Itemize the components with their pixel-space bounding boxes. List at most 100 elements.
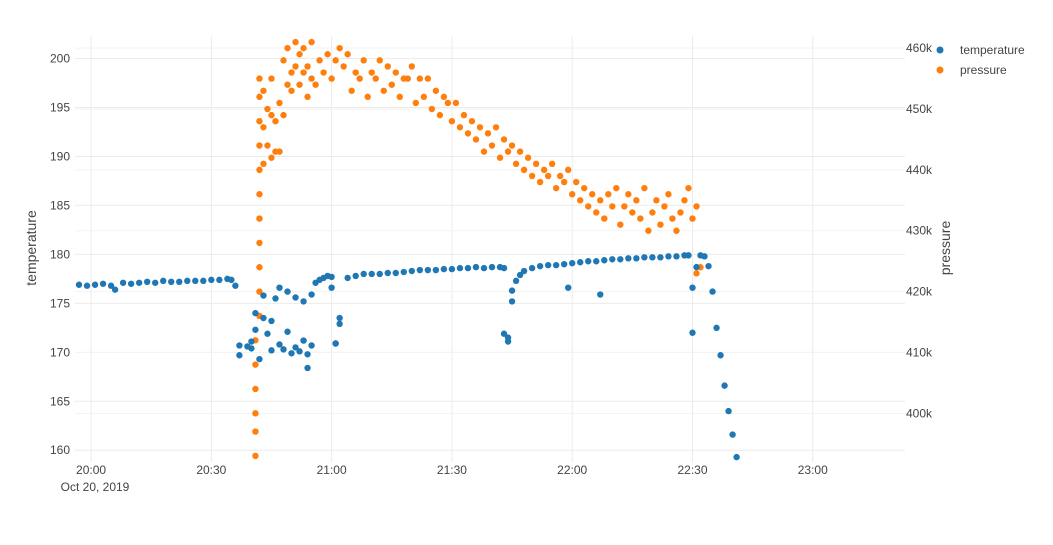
pressure-point xyxy=(500,136,508,143)
pressure-point xyxy=(548,160,556,167)
temperature-point xyxy=(135,279,143,286)
y-right-tick-label: 420k xyxy=(906,285,933,299)
temperature-point xyxy=(617,256,624,263)
legend-item-pressure[interactable]: pressure xyxy=(936,63,1008,77)
pressure-point xyxy=(268,75,275,82)
pressure-point xyxy=(252,385,259,393)
pressure-point xyxy=(420,93,428,101)
temperature-point xyxy=(472,263,480,271)
temperature-point xyxy=(597,291,604,298)
pressure-point xyxy=(589,191,596,198)
temperature-point xyxy=(625,255,632,262)
pressure-point xyxy=(368,69,375,76)
pressure-point xyxy=(508,142,516,149)
pressure-point xyxy=(476,124,484,131)
pressure-point xyxy=(268,111,275,119)
temperature-point xyxy=(344,274,351,282)
temperature-point xyxy=(184,277,191,285)
temperature-point xyxy=(408,267,416,275)
y-right-axis-title: pressure xyxy=(937,221,953,276)
pressure-point xyxy=(637,215,644,222)
grid-layer xyxy=(75,36,905,462)
pressure-point xyxy=(256,118,263,125)
temperature-point xyxy=(709,288,716,295)
temperature-point xyxy=(252,326,259,333)
pressure-point xyxy=(300,69,307,76)
pressure-point xyxy=(404,75,412,82)
temperature-point xyxy=(685,252,692,259)
temperature-point xyxy=(260,292,267,299)
temperature-point xyxy=(689,284,696,291)
pressure-point xyxy=(633,197,640,204)
pressure-point xyxy=(552,184,560,192)
pressure-point xyxy=(641,184,648,192)
pressure-point xyxy=(536,178,544,186)
temperature-point xyxy=(601,257,608,264)
temperature-point xyxy=(577,259,584,266)
y-right-axis-ticks: 400k 410k 420k 430k 440k 450k 460k xyxy=(906,41,933,420)
pressure-point xyxy=(428,105,436,113)
pressure-point xyxy=(408,63,416,70)
pressure-point xyxy=(452,99,460,107)
temperature-point xyxy=(713,324,720,332)
pressure-point xyxy=(601,215,608,222)
y-left-axis-title: temperature xyxy=(23,210,39,286)
temperature-point xyxy=(725,407,732,415)
pressure-point xyxy=(256,142,263,149)
temperature-point xyxy=(641,254,648,261)
y-left-axis-ticks: 160 165 170 175 180 185 190 195 200 xyxy=(50,52,70,458)
pressure-point xyxy=(312,81,319,88)
pressure-point xyxy=(472,136,480,143)
pressure-point xyxy=(328,75,335,82)
temperature-point xyxy=(488,263,496,271)
pressure-point xyxy=(617,221,624,228)
temperature-point xyxy=(416,266,424,274)
temperature-point xyxy=(568,260,576,267)
temperature-point xyxy=(83,282,91,289)
temperature-point xyxy=(593,258,600,265)
legend-item-temperature[interactable]: temperature xyxy=(936,43,1026,57)
temperature-point xyxy=(308,291,315,298)
pressure-point xyxy=(280,57,287,64)
temperature-point xyxy=(276,284,283,291)
y-left-tick-label: 170 xyxy=(50,345,70,359)
x-tick-label: 22:30 xyxy=(677,463,707,477)
y-left-tick-label: 200 xyxy=(50,52,70,66)
temperature-point xyxy=(392,269,399,277)
pressure-point xyxy=(344,51,351,58)
pressure-point xyxy=(288,69,295,76)
pressure-point xyxy=(272,118,279,125)
pressure-point xyxy=(300,44,307,52)
temperature-point xyxy=(560,260,568,268)
pressure-point xyxy=(288,87,295,94)
legend[interactable]: temperature pressure xyxy=(936,43,1026,77)
temperature-point xyxy=(464,264,472,272)
pressure-point xyxy=(605,191,612,198)
pressure-point xyxy=(292,63,299,70)
pressure-point xyxy=(685,184,692,192)
temperature-point xyxy=(260,314,267,322)
temperature-point xyxy=(508,298,516,305)
pressure-point xyxy=(256,75,263,82)
pressure-point xyxy=(573,178,580,186)
pressure-point xyxy=(348,87,355,94)
pressure-point xyxy=(560,178,568,186)
y-left-tick-label: 185 xyxy=(50,198,70,212)
temperature-point xyxy=(717,352,724,359)
pressure-point xyxy=(264,105,271,113)
pressure-point xyxy=(585,203,592,210)
temperature-point xyxy=(280,346,287,353)
pressure-point xyxy=(324,51,331,58)
temperature-point xyxy=(689,329,696,336)
temperature-point xyxy=(200,277,207,285)
temperature-point xyxy=(99,280,107,287)
temperature-series xyxy=(75,252,740,461)
pressure-point xyxy=(252,428,259,435)
pressure-point xyxy=(356,75,363,82)
temperature-point xyxy=(448,265,456,273)
pressure-point xyxy=(581,184,588,192)
temperature-point xyxy=(633,255,640,262)
pressure-point xyxy=(256,166,263,174)
pressure-point xyxy=(613,184,620,192)
